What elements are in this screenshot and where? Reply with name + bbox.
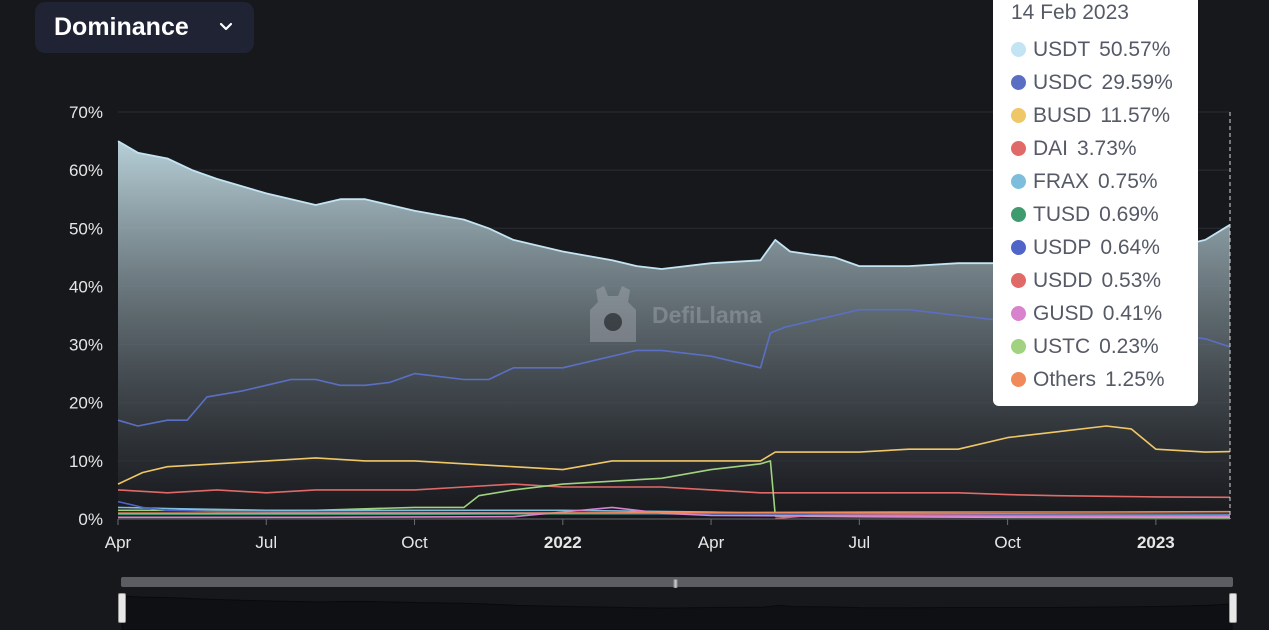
watermark-text: DefiLlama — [652, 301, 762, 328]
chevron-down-icon — [219, 22, 233, 31]
tooltip-series-name: DAI — [1033, 136, 1069, 160]
tooltip-row: FRAX 0.75% — [1011, 165, 1198, 198]
tooltip-series-name: USDD — [1033, 268, 1093, 292]
chart-tooltip: 14 Feb 2023 USDT 50.57% USDC 29.59% BUSD 11.5… — [993, 0, 1198, 406]
tooltip-row: TUSD 0.69% — [1011, 198, 1198, 231]
tooltip-series-name: USTC — [1033, 334, 1091, 358]
legend-dot-icon — [1011, 42, 1026, 57]
series-line-usdc — [117, 308, 1231, 427]
y-tick-label: 40% — [69, 277, 103, 296]
tooltip-row: DAI 3.73% — [1011, 132, 1198, 165]
x-tick-label: Apr — [698, 533, 725, 552]
series-line-dai — [117, 483, 1231, 499]
series-area-usdt — [118, 141, 1230, 519]
defillama-watermark: DefiLlama — [586, 284, 762, 346]
llama-logo-icon — [590, 286, 636, 342]
x-tick-label: Jul — [255, 533, 277, 552]
tooltip-row: USDT 50.57% — [1011, 33, 1198, 66]
tooltip-series-name: BUSD — [1033, 103, 1092, 127]
tooltip-series-value: 0.53% — [1101, 268, 1162, 292]
y-tick-label: 50% — [69, 219, 103, 238]
tooltip-series-name: USDC — [1033, 70, 1093, 94]
tooltip-series-name: TUSD — [1033, 202, 1091, 226]
tooltip-row: Others 1.25% — [1011, 363, 1198, 396]
y-tick-label: 30% — [69, 336, 103, 355]
tooltip-series-value: 0.23% — [1099, 334, 1159, 358]
range-slider-track[interactable] — [121, 577, 1233, 587]
x-tick-label: Apr — [105, 533, 132, 552]
tooltip-row: USDC 29.59% — [1011, 66, 1198, 99]
tooltip-row: USDD 0.53% — [1011, 264, 1198, 297]
y-tick-label: 20% — [69, 394, 103, 413]
chart-axes: 0% 10% 20% 30% 40% 50% 60% 70% Apr Jul Oct 2022 Apr J… — [69, 103, 1230, 552]
x-tick-label: 2022 — [544, 533, 582, 552]
navigator-series-area — [121, 595, 1233, 630]
tooltip-row: USTC 0.23% — [1011, 330, 1198, 363]
y-tick-label: 0% — [78, 510, 103, 529]
tooltip-series-value: 0.69% — [1099, 202, 1159, 226]
tooltip-row: USDP 0.64% — [1011, 231, 1198, 264]
x-tick-label: Oct — [994, 533, 1021, 552]
tooltip-series-value: 50.57% — [1099, 37, 1171, 61]
tooltip-series-value: 0.41% — [1102, 301, 1163, 325]
tooltip-series-value: 29.59% — [1101, 70, 1173, 94]
legend-dot-icon — [1011, 240, 1026, 255]
tooltip-series-value: 11.57% — [1100, 103, 1171, 127]
tooltip-row: GUSD 0.41% — [1011, 297, 1198, 330]
metric-dropdown[interactable]: Dominance — [35, 2, 254, 53]
y-tick-label: 60% — [69, 161, 103, 180]
x-tick-label: 2023 — [1137, 533, 1175, 552]
tooltip-series-value: 0.64% — [1100, 235, 1160, 259]
legend-dot-icon — [1011, 174, 1026, 189]
legend-dot-icon — [1011, 306, 1026, 321]
legend-dot-icon — [1011, 75, 1026, 90]
x-tick-label: Oct — [401, 533, 428, 552]
tooltip-series-name: FRAX — [1033, 169, 1090, 193]
dropdown-label: Dominance — [54, 13, 189, 41]
legend-dot-icon — [1011, 273, 1026, 288]
legend-dot-icon — [1011, 372, 1026, 387]
tooltip-series-value: 0.75% — [1098, 169, 1158, 193]
legend-dot-icon — [1011, 108, 1026, 123]
x-tick-label: Jul — [848, 533, 870, 552]
tooltip-series-value: 3.73% — [1077, 136, 1137, 160]
tooltip-series-name: USDT — [1033, 37, 1091, 61]
legend-dot-icon — [1011, 141, 1026, 156]
tooltip-row: BUSD 11.57% — [1011, 99, 1198, 132]
tooltip-series-value: 1.25% — [1105, 367, 1165, 391]
tooltip-series-name: GUSD — [1033, 301, 1094, 325]
series-line-gusd — [118, 506, 1231, 519]
tooltip-series-name: Others — [1033, 367, 1097, 391]
y-tick-label: 10% — [69, 452, 103, 471]
slider-grip-icon[interactable]: ||| — [673, 578, 678, 588]
time-navigator — [121, 595, 1233, 630]
y-tick-label: 70% — [69, 103, 103, 122]
legend-dot-icon — [1011, 207, 1026, 222]
tooltip-date: 14 Feb 2023 — [1011, 1, 1129, 24]
series-line-others — [118, 510, 1231, 514]
legend-dot-icon — [1011, 339, 1026, 354]
series-line-busd — [117, 425, 1231, 485]
range-end-handle[interactable] — [1229, 593, 1237, 623]
range-start-handle[interactable] — [118, 593, 126, 623]
tooltip-series-name: USDP — [1033, 235, 1092, 259]
